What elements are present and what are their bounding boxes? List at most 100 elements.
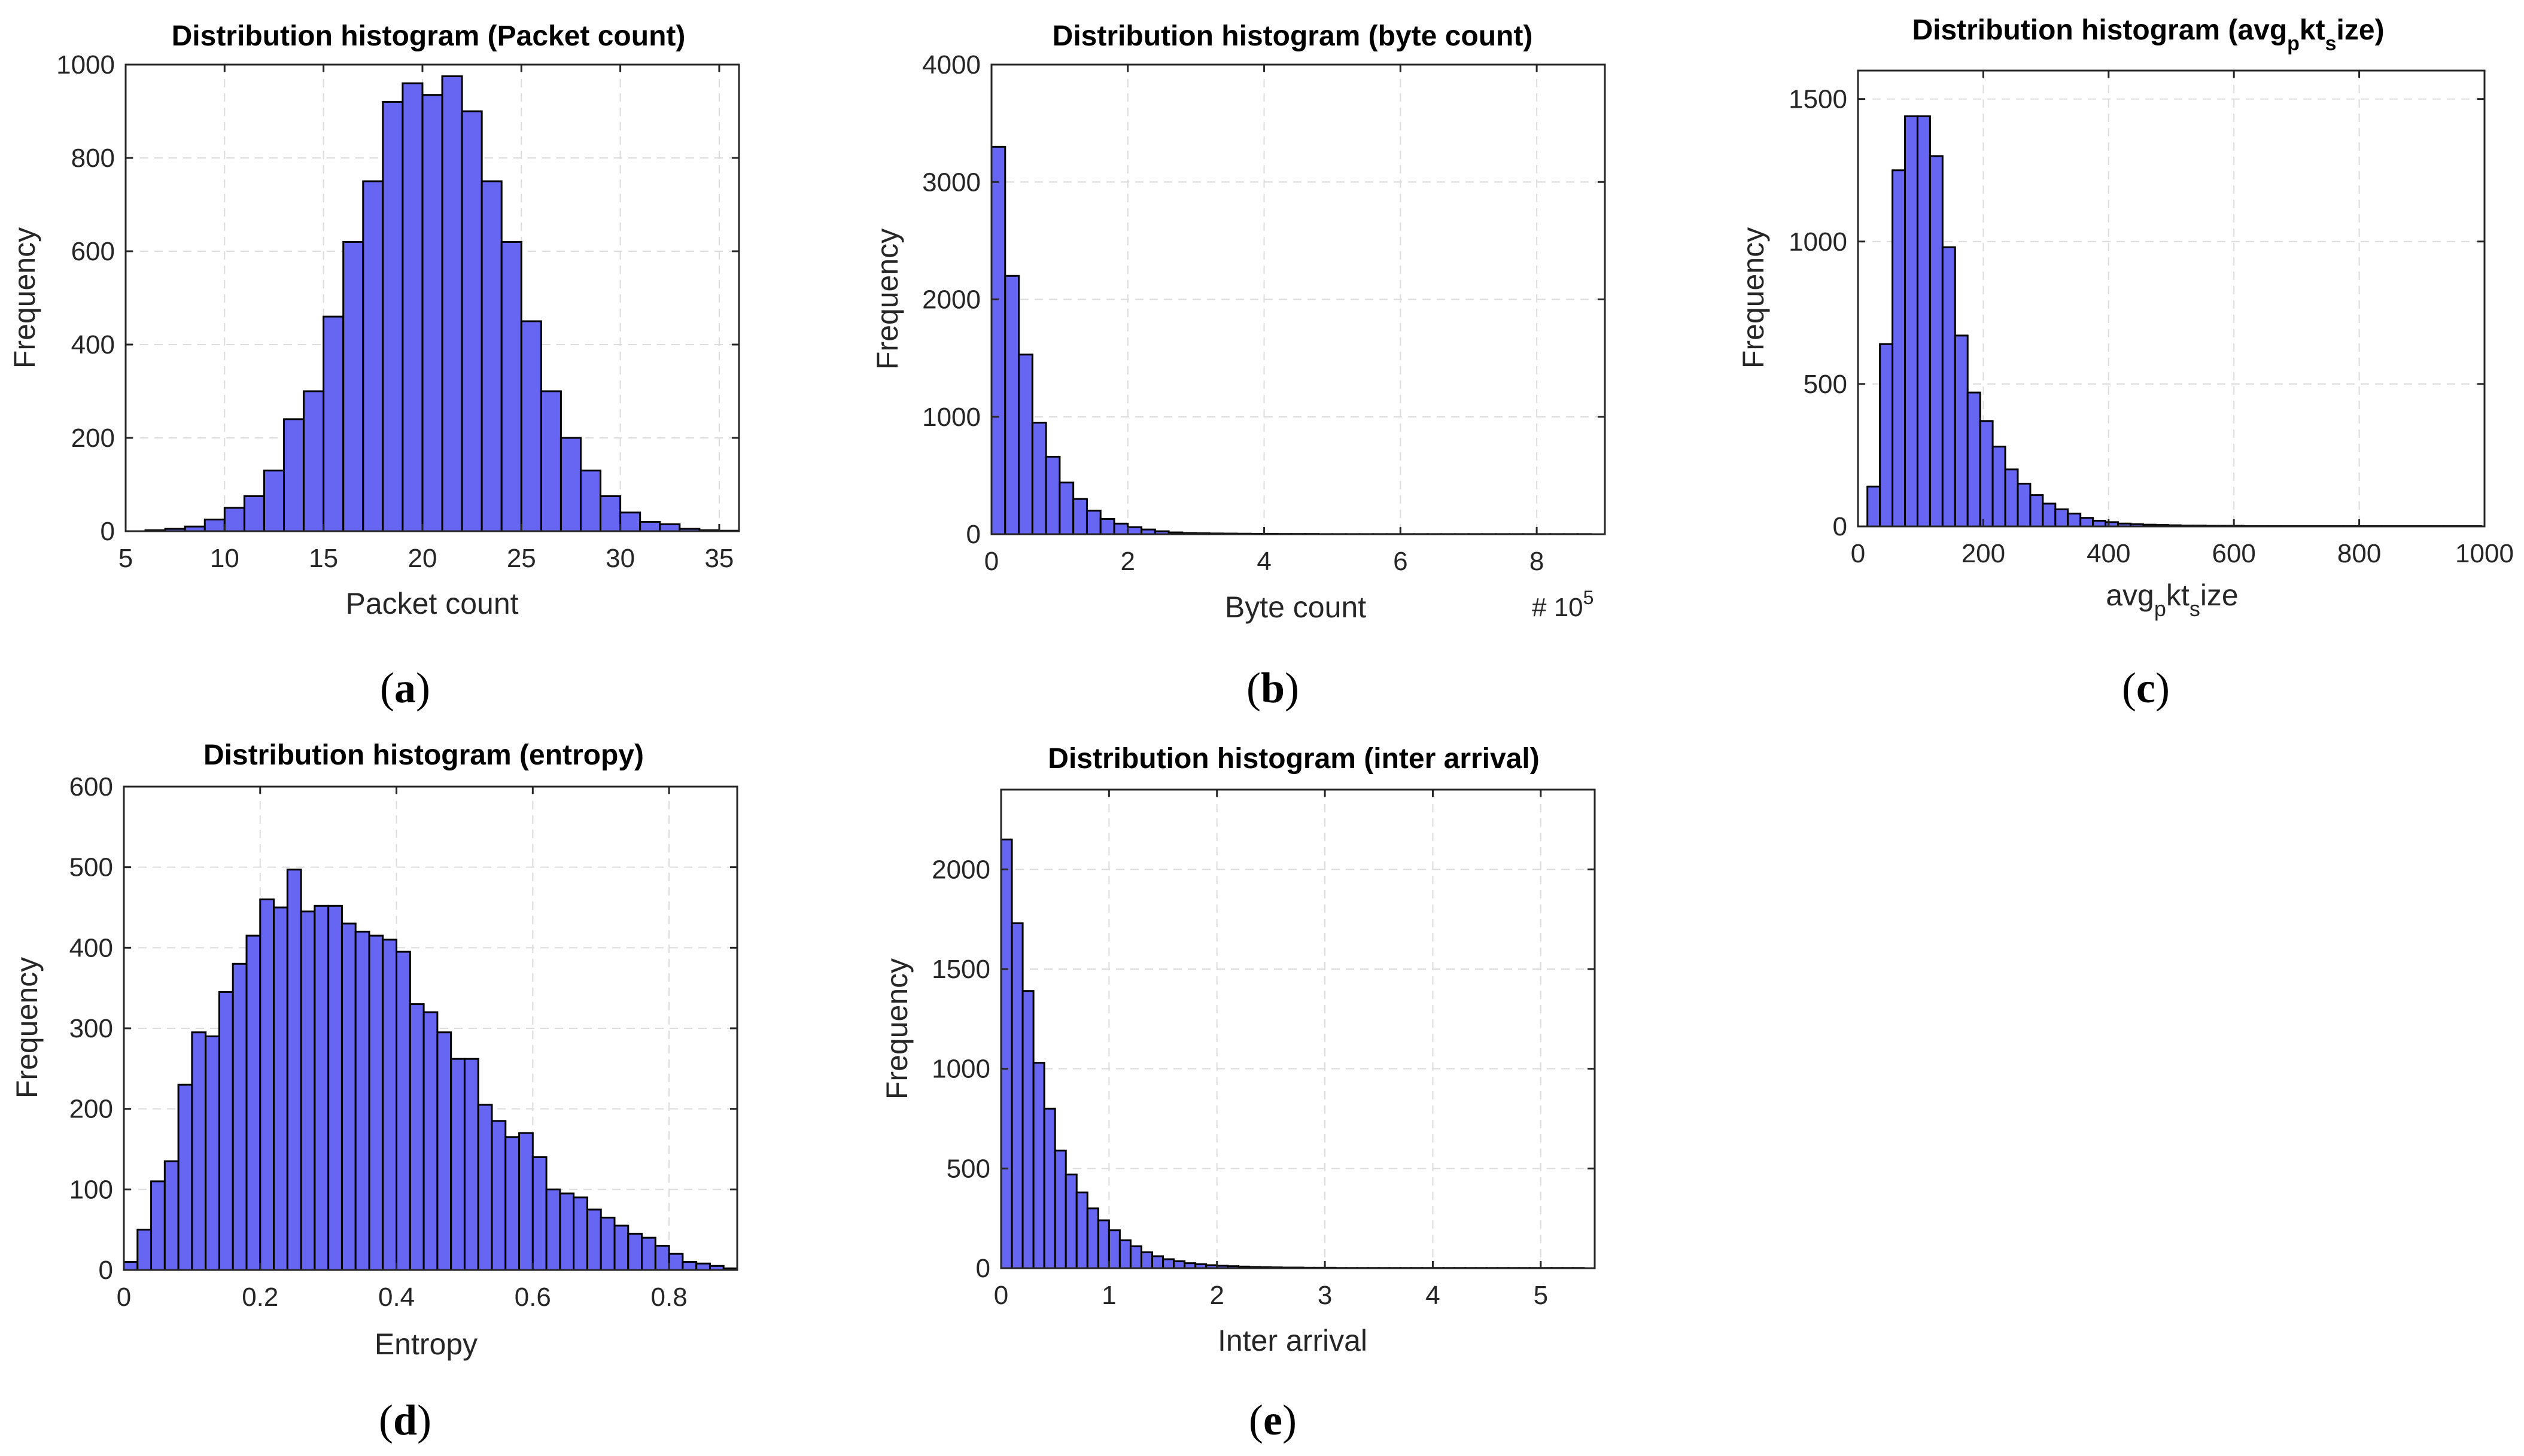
panel-e-inter-arrival: Distribution histogram (inter arrival) 0… xyxy=(880,743,1596,1444)
panel-e-xticklabel-2: 2 xyxy=(1209,1281,1224,1310)
panel-e-bar-10 xyxy=(1108,1229,1121,1269)
panel-d-bar-5 xyxy=(191,1031,207,1271)
panel-a-bar-14 xyxy=(421,94,443,532)
panel-d-bar-33 xyxy=(573,1196,588,1271)
panel-e-bar-6 xyxy=(1065,1173,1078,1269)
panel-a-yticklabel-5: 1000 xyxy=(56,50,115,80)
panel-b-bar-5 xyxy=(1059,482,1075,535)
panel-a-caption-letter: a xyxy=(394,664,416,712)
panel-c-caption: (c) xyxy=(2122,664,2170,712)
panel-e-yticklabel-0: 0 xyxy=(976,1254,990,1283)
panel-c-bar-1 xyxy=(1879,343,1894,528)
panel-d-bar-31 xyxy=(545,1188,561,1271)
panel-b-bar-8 xyxy=(1099,517,1115,535)
panel-c-xlabel-prefix: avg xyxy=(2106,578,2154,612)
panel-d-bar-18 xyxy=(368,934,384,1271)
panel-d-bar-36 xyxy=(613,1224,630,1271)
panel-e-xticklabel-1: 1 xyxy=(1102,1281,1116,1310)
panel-d-bar-2 xyxy=(150,1180,166,1271)
panel-c-xlabel-suffix: ize xyxy=(2200,578,2239,612)
panel-a-axes-box xyxy=(124,63,740,532)
panel-d-bar-20 xyxy=(396,951,411,1271)
panel-e-bar-16 xyxy=(1173,1260,1186,1269)
panel-a-bar-23 xyxy=(600,495,622,532)
panel-a-bar-24 xyxy=(619,511,641,532)
panel-b-xticklabel-1: 2 xyxy=(1121,547,1135,576)
panel-c-bar-5 xyxy=(1929,155,1944,528)
panel-b-yticklabel-4: 4000 xyxy=(922,50,981,80)
panel-e-bar-5 xyxy=(1054,1149,1067,1269)
panel-c-xlabel: avgpktsize xyxy=(2106,578,2238,621)
panel-d-yticklabel-5: 500 xyxy=(69,853,113,882)
panel-e-yticklabel-3: 1500 xyxy=(932,955,990,984)
panel-e-bar-3 xyxy=(1032,1062,1045,1269)
panel-a-bar-3 xyxy=(203,519,226,532)
panel-d-bar-11 xyxy=(273,906,288,1271)
panel-d-bar-8 xyxy=(232,962,248,1271)
panel-c-yticklabel-0: 0 xyxy=(1833,512,1847,541)
panel-c-bar-11 xyxy=(2004,468,2019,528)
panel-d-ticks: 0 0.2 0.4 0.6 0.8 0 100 200 300 400 500 600 xyxy=(69,772,737,1312)
panel-b-bar-4 xyxy=(1045,455,1061,535)
panel-a-bar-21 xyxy=(559,437,582,532)
panel-d-yticklabel-0: 0 xyxy=(99,1256,113,1285)
panel-b-bar-2 xyxy=(1018,354,1033,535)
panel-d-bar-40 xyxy=(668,1253,684,1271)
panel-a-bar-5 xyxy=(243,495,265,532)
panel-e-bar-4 xyxy=(1043,1107,1056,1269)
panel-a-bar-26 xyxy=(659,523,681,532)
panel-d-xticklabel-1: 0.2 xyxy=(242,1283,278,1312)
panel-d-yticklabel-1: 100 xyxy=(69,1175,113,1204)
panel-b-yticklabel-1: 1000 xyxy=(922,403,981,432)
panel-c-bar-10 xyxy=(1991,446,2006,528)
panel-c-title-mid: kt xyxy=(2300,14,2325,46)
panel-c-ticks: 0 200 400 600 800 1000 0 500 1000 1500 xyxy=(1789,71,2514,568)
panel-d-bar-14 xyxy=(314,904,330,1271)
panel-b-xticklabel-0: 0 xyxy=(984,547,999,576)
panel-e-yticklabel-2: 1000 xyxy=(932,1055,990,1084)
panel-b-xticklabel-3: 6 xyxy=(1393,547,1407,576)
panel-d-yticklabel-4: 400 xyxy=(69,933,113,962)
panel-b-xlabel: Byte count xyxy=(1225,590,1366,624)
panel-d-bar-41 xyxy=(682,1261,698,1271)
panel-c-xlabel-mid: kt xyxy=(2166,578,2190,612)
panel-d-bar-28 xyxy=(504,1136,521,1271)
panel-b-title: Distribution histogram (byte count) xyxy=(1053,20,1533,52)
panel-e-bar-2 xyxy=(1021,990,1035,1269)
panel-d-bar-4 xyxy=(177,1083,193,1271)
panel-c-xlabel-sub1: p xyxy=(2154,596,2166,621)
panel-d-ylabel: Frequency xyxy=(10,957,44,1098)
panel-a-packet-count: Distribution histogram (Packet count) 5 1… xyxy=(8,20,740,712)
panel-a-yticklabel-3: 600 xyxy=(71,237,115,266)
panel-d-bar-38 xyxy=(641,1236,656,1271)
panel-d-bar-25 xyxy=(463,1058,479,1271)
panel-d-yticklabel-6: 600 xyxy=(69,772,113,802)
panel-b-x-multiplier-base: # 10 xyxy=(1532,593,1583,622)
panel-e-xlabel: Inter arrival xyxy=(1218,1324,1367,1357)
panel-d-bar-0 xyxy=(123,1261,139,1271)
panel-e-grid xyxy=(1001,790,1595,1268)
panel-a-bar-15 xyxy=(441,75,463,532)
panel-d-entropy: Distribution histogram (entropy) 0 0.2 0.4… xyxy=(10,739,738,1444)
panel-a-bar-10 xyxy=(342,240,364,532)
panel-a-xlabel: Packet count xyxy=(345,587,518,620)
panel-a-ticks: 5 10 15 20 25 30 35 0 200 400 600 800 1000 xyxy=(56,50,739,573)
panel-a-xticklabel-4: 25 xyxy=(507,544,536,573)
panel-c-bar-15 xyxy=(2054,508,2069,528)
panel-e-caption: (e) xyxy=(1249,1396,1297,1444)
panel-c-bar-2 xyxy=(1892,169,1906,528)
panel-d-bars xyxy=(123,869,738,1271)
panel-b-bar-6 xyxy=(1072,498,1088,535)
panel-c-title-sub1: p xyxy=(2287,32,2300,55)
panel-c-bar-17 xyxy=(2079,517,2094,528)
panel-c-bar-9 xyxy=(1979,420,1994,528)
panel-e-bars xyxy=(1000,838,1585,1269)
panel-c-ylabel: Frequency xyxy=(1737,227,1770,368)
panel-b-ylabel: Frequency xyxy=(871,229,904,370)
panel-d-bar-35 xyxy=(600,1216,616,1271)
panel-c-title-prefix: Distribution histogram (avg xyxy=(1912,14,2287,46)
panel-d-bar-16 xyxy=(340,922,357,1271)
panel-c-yticklabel-3: 1500 xyxy=(1789,85,1847,114)
panel-a-yticklabel-4: 800 xyxy=(71,144,115,173)
panel-a-yticklabel-2: 400 xyxy=(71,330,115,360)
